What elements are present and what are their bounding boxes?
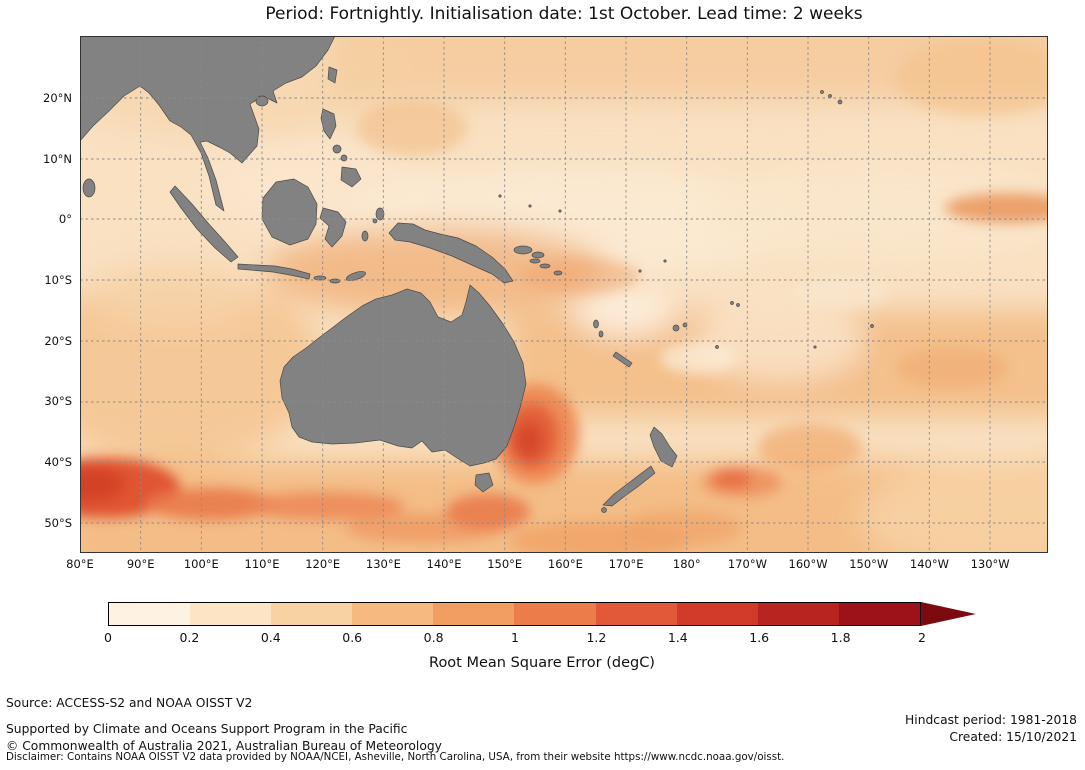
x-tick-label: 160°W: [788, 557, 828, 571]
pacific-islands: [498, 194, 874, 368]
gridlines: [80, 36, 1048, 553]
x-tick-label: 170°W: [727, 557, 767, 571]
x-tick-label: 170°E: [608, 557, 644, 571]
colorbar-tick-label: 1.4: [667, 630, 688, 645]
colorbar-segment: [271, 603, 353, 625]
x-tick-label: 120°E: [305, 557, 341, 571]
colorbar-tick-label: 0.6: [342, 630, 363, 645]
source-text: Source: ACCESS-S2 and NOAA OISST V2: [6, 696, 253, 710]
colorbar-segment: [352, 603, 434, 625]
indonesia-islands: [169, 178, 385, 284]
colorbar-tick-label: 0.4: [260, 630, 281, 645]
y-tick-label: 20°N: [43, 90, 72, 105]
colorbar-tick-label: 2: [918, 630, 926, 645]
map-border: [80, 36, 1048, 553]
new-zealand-landmass: [601, 426, 678, 513]
hainan-island: [255, 95, 269, 107]
footer-right: Hindcast period: 1981-2018 Created: 15/1…: [905, 712, 1077, 746]
y-tick-label: 30°S: [44, 394, 72, 409]
colorbar-label: Root Mean Square Error (degC): [429, 655, 655, 671]
colorbar-tick-label: 0.8: [423, 630, 444, 645]
colorbar-segment: [595, 603, 677, 625]
colorbar-ticks: 0 0.2 0.4 0.6 0.8 1 1.2 1.4 1.6 1.8 2: [104, 630, 926, 650]
hawaii-islands: [820, 90, 843, 105]
x-tick-label: 180°: [672, 557, 701, 571]
new-britain-island: [513, 245, 533, 255]
asia-landmass: [80, 36, 336, 212]
map-canvas: [80, 36, 1048, 553]
x-tick-label: 150°W: [849, 557, 889, 571]
colorbar-gradient: [108, 602, 921, 626]
y-tick-label: 20°S: [44, 333, 72, 348]
map-frame: [80, 36, 1048, 553]
taiwan-island: [327, 66, 338, 84]
colorbar-tick-label: 0: [104, 630, 112, 645]
created-date-text: Created: 15/10/2021: [949, 730, 1077, 744]
y-axis: 20°N 10°N 0° 10°S 20°S 30°S 40°S 50°S: [0, 36, 72, 553]
hindcast-period-text: Hindcast period: 1981-2018: [905, 713, 1077, 727]
x-tick-label: 140°E: [426, 557, 462, 571]
x-tick-label: 110°E: [244, 557, 280, 571]
disclaimer-text: Disclaimer: Contains NOAA OISST V2 data …: [6, 751, 785, 763]
supported-text: Supported by Climate and Oceans Support …: [6, 722, 408, 736]
y-tick-label: 50°S: [44, 515, 72, 530]
australia-landmass: [279, 284, 527, 467]
copyright-text: © Commonwealth of Australia 2021, Austra…: [6, 739, 442, 753]
colorbar-segment: [433, 603, 515, 625]
new-guinea-landmass: [388, 222, 514, 284]
land-group: [80, 36, 874, 513]
colorbar-tick-label: 1.2: [586, 630, 607, 645]
y-tick-label: 10°S: [44, 273, 72, 288]
colorbar-tick-label: 1.6: [749, 630, 770, 645]
colorbar-segment: [109, 603, 191, 625]
colorbar-tick-label: 0.2: [179, 630, 200, 645]
colorbar-segment: [838, 603, 920, 625]
colorbar-tick-label: 1: [511, 630, 519, 645]
x-tick-label: 160°E: [547, 557, 583, 571]
x-tick-label: 100°E: [183, 557, 219, 571]
x-tick-label: 130°E: [365, 557, 401, 571]
colorbar-segment: [757, 603, 839, 625]
colorbar-row: [108, 602, 976, 626]
colorbar-segment: [514, 603, 596, 625]
colorbar-tick-label: 1.8: [830, 630, 851, 645]
colorbar: 0 0.2 0.4 0.6 0.8 1 1.2 1.4 1.6 1.8 2 Root Mean Sq…: [104, 602, 976, 671]
x-tick-label: 150°E: [487, 557, 523, 571]
x-tick-label: 130°W: [970, 557, 1010, 571]
x-tick-label: 90°E: [126, 557, 155, 571]
x-tick-label: 140°W: [909, 557, 949, 571]
y-tick-label: 0°: [58, 212, 72, 227]
colorbar-segment: [676, 603, 758, 625]
figure-title: Period: Fortnightly. Initialisation date…: [265, 4, 863, 24]
x-tick-label: 80°E: [66, 557, 94, 571]
tasmania-island: [474, 472, 494, 493]
philippines-islands: [320, 108, 362, 188]
sri-lanka-island: [82, 178, 96, 198]
footer-left: Source: ACCESS-S2 and NOAA OISST V2 Supp…: [6, 695, 442, 755]
x-axis: 80°E 90°E 100°E 110°E 120°E 130°E 140°E 150°E 16…: [66, 557, 1048, 575]
colorbar-segment: [190, 603, 272, 625]
y-tick-label: 10°N: [43, 151, 72, 166]
colorbar-extend-arrow: [921, 602, 976, 626]
y-tick-label: 40°S: [44, 455, 72, 470]
